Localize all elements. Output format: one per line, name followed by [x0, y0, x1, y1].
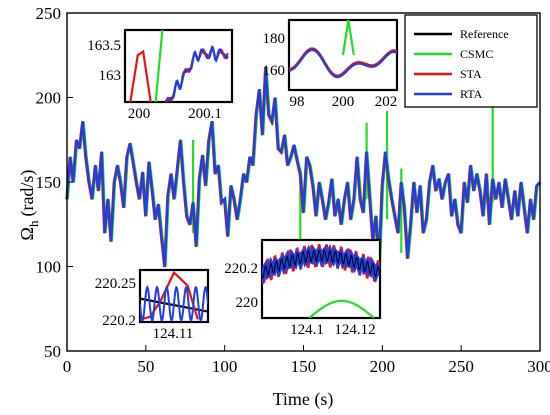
legend-label: CSMC — [460, 47, 493, 61]
inset-reference-line — [262, 249, 380, 280]
insets: 200 200.1 163 163.5 98 200 202 160 180 124.11 220.… — [87, 18, 399, 342]
x-tick-label: 200 — [370, 357, 396, 376]
legend-label: Reference — [460, 27, 509, 41]
inset-csmc-line — [341, 20, 355, 56]
main-plot — [65, 67, 542, 268]
inset-x-tick-label: 124.1 — [290, 322, 324, 338]
y-axis: 50 100 150 200 250 — [36, 4, 73, 361]
x-axis-label: Time (s) — [273, 389, 334, 410]
inset-y-tick-label: 163 — [99, 68, 122, 84]
inset-rta-ramp — [164, 45, 229, 102]
legend-label: STA — [460, 67, 482, 81]
inset-y-tick-label: 163.5 — [87, 38, 121, 54]
inset-x-tick-label: 200 — [128, 106, 151, 122]
x-tick-label: 0 — [63, 357, 72, 376]
y-tick-label: 250 — [36, 4, 62, 23]
inset-x-tick-label: 202 — [375, 94, 398, 110]
inset-x-tick-label: 124.12 — [334, 322, 375, 338]
inset-csmc-line — [308, 299, 375, 318]
inset-y-tick-label: 220.25 — [95, 276, 136, 292]
inset-top-left: 200 200.1 163 163.5 — [87, 28, 234, 122]
inset-y-tick-label: 220.2 — [224, 261, 258, 277]
legend: Reference CSMC STA RTA — [404, 14, 538, 108]
y-tick-label: 100 — [36, 258, 62, 277]
x-axis: 0 50 100 150 200 250 300 — [63, 345, 550, 376]
x-tick-label: 250 — [448, 357, 474, 376]
inset-rta-line — [289, 48, 397, 79]
inset-x-tick-label: 200.1 — [188, 106, 222, 122]
inset-x-tick-label: 98 — [290, 94, 305, 110]
inset-y-tick-label: 180 — [263, 31, 286, 47]
series-line-sta — [65, 67, 541, 268]
inset-frame — [123, 28, 234, 104]
x-tick-label: 300 — [527, 357, 550, 376]
inset-bottom-middle: 124.1 124.12 220 220.2 — [224, 238, 382, 338]
y-axis-label: Ωh(rad/s) — [17, 170, 41, 241]
legend-box — [404, 14, 538, 108]
x-tick-label: 50 — [137, 357, 154, 376]
y-axis-label-group: Ωh(rad/s) — [17, 170, 41, 241]
inset-y-tick-label: 160 — [263, 63, 286, 79]
x-tick-label: 100 — [212, 357, 238, 376]
inset-sta-line — [129, 49, 152, 102]
inset-y-tick-label: 220 — [236, 295, 259, 311]
series-line-rta — [65, 67, 541, 267]
inset-bottom-left: 124.11 220.2 220.25 — [95, 268, 210, 342]
x-tick-label: 150 — [291, 357, 317, 376]
inset-rta-line — [140, 285, 208, 322]
inset-top-middle: 98 200 202 160 180 — [263, 18, 399, 110]
legend-label: RTA — [460, 87, 483, 101]
y-tick-label: 150 — [36, 173, 62, 192]
inset-y-tick-label: 220.2 — [102, 313, 136, 329]
y-tick-label: 50 — [44, 342, 61, 361]
inset-csmc-line — [154, 30, 164, 102]
y-tick-label: 200 — [36, 89, 62, 108]
inset-x-tick-label: 124.11 — [153, 326, 194, 342]
inset-x-tick-label: 200 — [332, 94, 355, 110]
